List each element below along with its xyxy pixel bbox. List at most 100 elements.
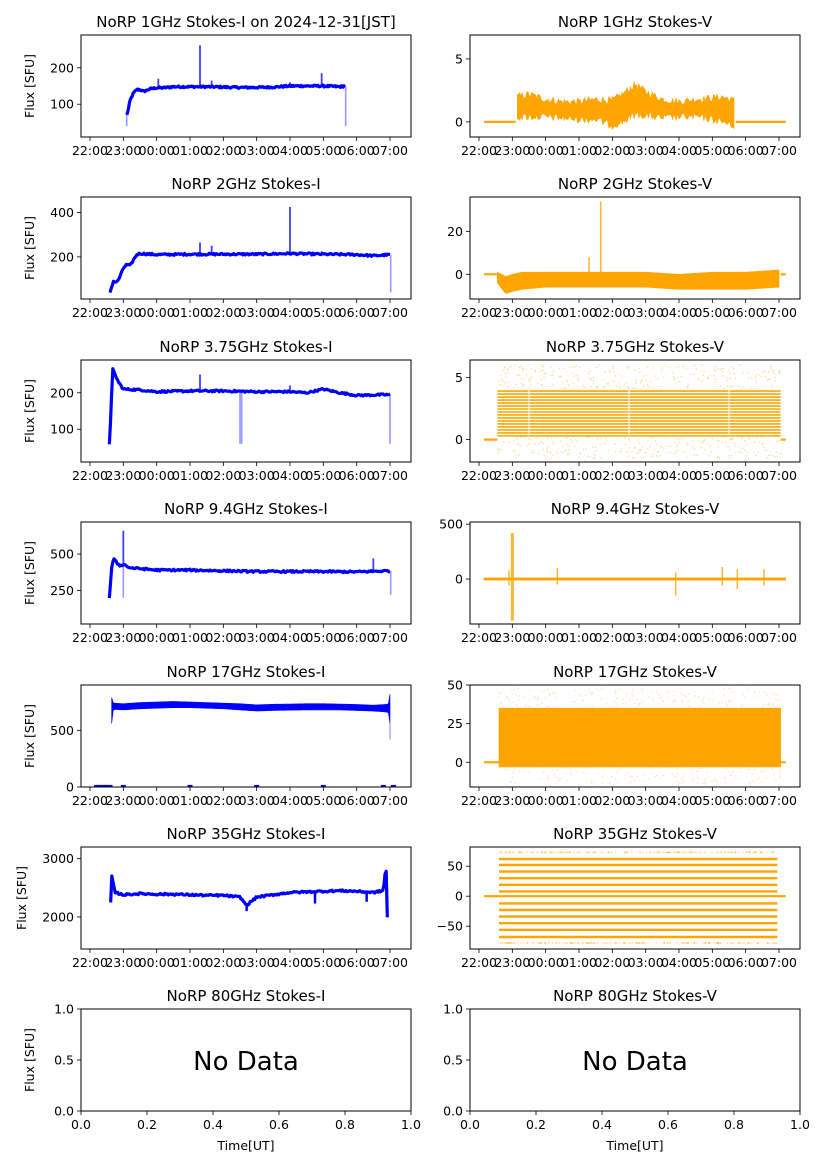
data-point bbox=[615, 384, 618, 387]
data-point bbox=[504, 366, 506, 368]
x-tick-label: 07:00 bbox=[372, 955, 408, 970]
data-point bbox=[709, 445, 712, 447]
y-axis-label: Flux [SFU] bbox=[14, 866, 29, 930]
data-point bbox=[699, 752, 702, 755]
data-point bbox=[684, 942, 687, 944]
data-point bbox=[636, 775, 638, 778]
data-point bbox=[499, 738, 501, 740]
data-point bbox=[737, 755, 739, 758]
data-point bbox=[720, 724, 723, 726]
data-point bbox=[626, 385, 628, 388]
data-point bbox=[549, 693, 552, 695]
data-point bbox=[730, 438, 733, 441]
data-point bbox=[764, 770, 766, 772]
data-point bbox=[740, 437, 743, 439]
data-point bbox=[763, 691, 766, 693]
data-point bbox=[547, 446, 550, 448]
data-point bbox=[743, 744, 746, 747]
x-tick-label: 05:00 bbox=[305, 468, 341, 483]
data-point bbox=[627, 757, 630, 759]
data-point bbox=[667, 445, 669, 447]
data-point bbox=[676, 780, 679, 782]
x-axis-label: Time[UT] bbox=[605, 1138, 663, 1153]
data-point bbox=[508, 851, 511, 854]
data-point bbox=[607, 851, 610, 854]
data-point bbox=[607, 449, 610, 451]
data-point bbox=[714, 370, 717, 372]
data-point bbox=[719, 729, 721, 731]
data-point bbox=[763, 446, 765, 449]
data-point bbox=[543, 755, 546, 758]
axes-frame bbox=[469, 684, 801, 788]
data-point bbox=[569, 767, 571, 769]
data-point bbox=[667, 696, 669, 699]
data-point bbox=[723, 688, 726, 690]
data-point bbox=[665, 761, 667, 764]
data-point bbox=[640, 380, 643, 383]
data-point bbox=[617, 386, 620, 388]
data-point bbox=[580, 724, 583, 727]
data-point bbox=[727, 851, 730, 854]
data-point bbox=[675, 451, 677, 454]
data-point bbox=[552, 851, 554, 854]
data-point bbox=[765, 851, 768, 854]
data-point bbox=[576, 942, 579, 944]
data-point bbox=[591, 706, 593, 708]
data-point bbox=[656, 454, 658, 457]
data-point bbox=[737, 712, 740, 714]
data-point bbox=[639, 448, 642, 451]
x-tick-label: 02:00 bbox=[205, 305, 241, 320]
data-point bbox=[743, 765, 745, 768]
data-point bbox=[596, 435, 598, 438]
data-point bbox=[542, 851, 544, 854]
data-point bbox=[684, 710, 686, 713]
chart-title: NoRP 9.4GHz Stokes-V bbox=[551, 500, 720, 518]
data-point bbox=[672, 376, 675, 378]
data-point bbox=[505, 722, 507, 725]
data-point bbox=[664, 435, 667, 438]
data-point bbox=[667, 747, 669, 750]
data-point bbox=[684, 942, 687, 944]
data-point bbox=[747, 372, 749, 374]
data-point bbox=[740, 435, 742, 437]
data-point bbox=[660, 709, 663, 712]
data-point bbox=[541, 370, 543, 372]
data-point bbox=[530, 376, 533, 379]
data-point bbox=[726, 761, 729, 764]
data-point bbox=[572, 365, 575, 368]
data-point bbox=[661, 851, 664, 854]
x-tick-label: 23:00 bbox=[494, 630, 530, 645]
x-tick-label: 02:00 bbox=[594, 468, 630, 483]
data-point bbox=[504, 372, 506, 375]
data-point bbox=[547, 705, 549, 708]
data-point bbox=[692, 440, 695, 443]
data-point bbox=[562, 851, 565, 854]
x-tick-label: 01:00 bbox=[172, 305, 208, 320]
data-point bbox=[516, 761, 519, 764]
data-point bbox=[571, 942, 573, 944]
x-tick-label: 01:00 bbox=[561, 468, 597, 483]
data-point bbox=[596, 385, 599, 388]
data-point bbox=[608, 851, 611, 854]
data-point bbox=[729, 851, 732, 854]
data-point bbox=[638, 942, 641, 944]
data-point bbox=[772, 727, 775, 730]
y-tick-label: 100 bbox=[50, 422, 74, 437]
data-point bbox=[776, 740, 779, 743]
data-point bbox=[499, 703, 502, 705]
data-point bbox=[778, 372, 781, 375]
data-point bbox=[724, 708, 727, 711]
data-point bbox=[504, 851, 507, 854]
data-point bbox=[667, 851, 670, 854]
data-point bbox=[700, 446, 703, 449]
data-point bbox=[702, 707, 705, 710]
data-point bbox=[607, 709, 609, 712]
data-point bbox=[737, 777, 740, 780]
data-point bbox=[758, 763, 761, 765]
data-point bbox=[715, 365, 718, 368]
data-point bbox=[609, 782, 611, 784]
data-point bbox=[571, 441, 574, 443]
data-point bbox=[635, 698, 638, 701]
data-point bbox=[606, 702, 609, 705]
data-point bbox=[617, 728, 620, 731]
